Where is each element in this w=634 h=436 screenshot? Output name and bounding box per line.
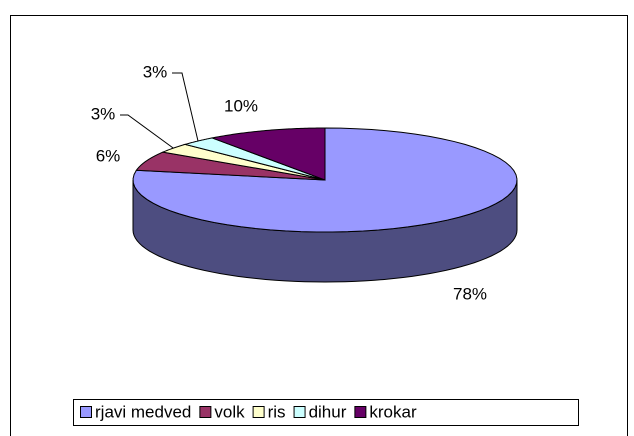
pie-slice — [161, 143, 326, 181]
legend-swatch — [252, 406, 265, 418]
data-label: 78% — [453, 284, 487, 303]
data-label: 6% — [96, 146, 121, 165]
data-label: 3% — [91, 104, 116, 123]
legend-label: rjavi medved — [95, 402, 191, 421]
data-labels: 78% 6% 3% 3% 10% — [91, 62, 487, 303]
legend-swatch — [293, 406, 306, 418]
legend-label: krokar — [369, 402, 417, 421]
pie-slice — [135, 151, 326, 181]
legend-swatch — [199, 406, 212, 418]
legend-swatch — [80, 406, 92, 418]
legend-label: volk — [214, 402, 245, 421]
pie — [132, 127, 518, 283]
legend-label: dihur — [309, 402, 347, 421]
legend-swatch — [354, 406, 367, 418]
pie-slice — [210, 127, 326, 181]
legend-label: ris — [268, 402, 286, 421]
legend-items: rjavi medved volk ris dihur krokar — [80, 402, 417, 421]
leader-line — [172, 72, 199, 142]
data-label: 10% — [224, 96, 258, 115]
data-label: 3% — [143, 62, 168, 81]
leader-line — [120, 114, 174, 149]
legend — [73, 399, 579, 426]
